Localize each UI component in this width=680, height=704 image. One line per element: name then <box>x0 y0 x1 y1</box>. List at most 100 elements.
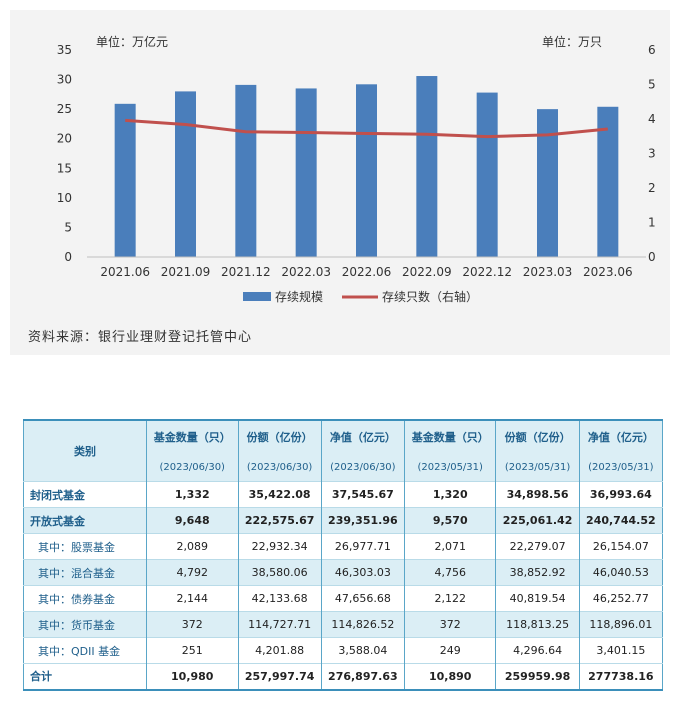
fund-table: 类别 基金数量（只） 份额（亿份） 净值（亿元） 基金数量（只） 份额（亿份） … <box>23 419 663 691</box>
table-row: 封闭式基金 1,332 35,422.08 37,545.67 1,320 34,898.… <box>23 481 663 508</box>
x-tick-label: 2021.06 <box>100 265 150 279</box>
x-axis: 2021.06 2021.09 2021.12 2022.03 2022.06 2022.… <box>87 256 646 279</box>
legend-bar-swatch <box>243 292 271 301</box>
header-col-label: 份额（亿份） <box>238 420 322 453</box>
row-category: 其中：股票基金 <box>23 533 147 560</box>
bar <box>114 103 136 257</box>
row-cell: 4,792 <box>146 559 239 586</box>
header-col-date: (2023/06/30) <box>146 453 239 482</box>
unit-right-label: 单位：万只 <box>542 34 602 49</box>
y-right-tick-label: 1 <box>648 216 656 230</box>
row-cell: 2,089 <box>146 533 239 560</box>
header-col-label: 份额（亿份） <box>495 420 580 453</box>
combo-chart: 单位：万亿元 单位：万只 0 5 10 15 20 25 30 35 0 1 2 3 4 5 6 2021… <box>57 34 656 304</box>
y-left-tick-label: 30 <box>57 73 72 87</box>
row-cell: 114,727.71 <box>238 611 322 638</box>
x-tick-label: 2022.09 <box>402 265 452 279</box>
row-cell: 372 <box>404 611 497 638</box>
y-left-tick-label: 20 <box>57 132 72 146</box>
row-cell: 225,061.42 <box>495 507 580 534</box>
y-axis-right: 0 1 2 3 4 5 6 <box>648 43 656 264</box>
row-cell: 47,656.68 <box>321 585 405 612</box>
y-axis-left: 0 5 10 15 20 25 30 35 <box>57 43 72 264</box>
bar <box>476 92 498 257</box>
bar <box>235 84 257 257</box>
header-col-date: (2023/06/30) <box>238 453 322 482</box>
row-cell: 4,201.88 <box>238 637 322 664</box>
row-cell: 10,890 <box>404 663 497 690</box>
line-series <box>125 118 608 139</box>
bar <box>597 106 619 257</box>
y-left-tick-label: 35 <box>57 43 72 57</box>
header-col-label: 基金数量（只） <box>404 420 497 453</box>
row-cell: 118,896.01 <box>579 611 663 638</box>
row-cell: 251 <box>146 637 239 664</box>
row-cell: 10,980 <box>146 663 239 690</box>
table-row: 开放式基金 9,648 222,575.67 239,351.96 9,570 225,0… <box>23 507 663 534</box>
x-tick-label: 2022.06 <box>342 265 392 279</box>
row-cell: 2,144 <box>146 585 239 612</box>
row-cell: 26,154.07 <box>592 540 649 553</box>
header-col-date: (2023/05/31) <box>579 453 663 482</box>
row-cell: 276,897.63 <box>321 663 405 690</box>
row-cell: 37,545.67 <box>321 481 405 508</box>
row-category: 其中：QDII 基金 <box>23 637 147 664</box>
table-row: 其中：混合基金 4,792 38,580.06 46,303.03 4,756 38,85… <box>23 559 663 586</box>
header-col-date: (2023/06/30) <box>321 453 405 482</box>
row-category: 开放式基金 <box>23 507 147 534</box>
x-tick-label: 2021.12 <box>221 265 271 279</box>
row-cell: 4,756 <box>404 559 497 586</box>
y-right-tick-label: 5 <box>648 78 656 92</box>
legend-bar-label: 存续规模 <box>275 289 323 304</box>
bar <box>416 76 438 257</box>
unit-left-label: 单位：万亿元 <box>96 34 168 49</box>
bar <box>295 88 317 257</box>
row-cell: 42,133.68 <box>238 585 322 612</box>
x-tick-label: 2021.09 <box>161 265 211 279</box>
row-cell: 240,744.52 <box>579 507 663 534</box>
y-right-tick-label: 4 <box>648 112 656 126</box>
bar-series <box>114 76 619 258</box>
row-cell: 22,279.07 <box>495 533 580 560</box>
row-cell: 4,296.64 <box>495 637 580 664</box>
row-cell: 46,303.03 <box>321 559 405 586</box>
table-row: 其中：货币基金 372 114,727.71 114,826.52 372 118,813… <box>23 611 663 638</box>
bar <box>175 91 196 258</box>
row-cell: 22,932.34 <box>238 533 322 560</box>
row-cell: 3,588.04 <box>321 637 405 664</box>
row-cell: 372 <box>146 611 239 638</box>
row-cell: 2,122 <box>404 585 497 612</box>
row-cell: 259959.98 <box>495 663 580 690</box>
header-col-date: (2023/05/31) <box>404 453 497 482</box>
row-cell: 114,826.52 <box>321 611 405 638</box>
row-cell: 36,993.64 <box>589 488 652 501</box>
table-body: 封闭式基金 1,332 35,422.08 37,545.67 1,320 34,898.… <box>23 481 663 690</box>
row-cell: 239,351.96 <box>321 507 405 534</box>
row-cell: 35,422.08 <box>238 481 322 508</box>
table-row: 其中：QDII 基金 251 4,201.88 3,588.04 249 4,296.64… <box>23 637 663 664</box>
row-cell: 2,071 <box>404 533 497 560</box>
x-tick-label: 2023.03 <box>523 265 573 279</box>
source-note: 资料来源：银行业理财登记托管中心 <box>28 330 253 345</box>
bar <box>356 84 377 257</box>
row-cell: 46,252.77 <box>592 592 649 605</box>
y-right-tick-label: 2 <box>648 181 656 195</box>
y-right-tick-label: 0 <box>648 250 656 264</box>
y-left-tick-label: 0 <box>64 250 72 264</box>
table-row: 其中：股票基金 2,089 22,932.34 26,977.71 2,071 22,27… <box>23 533 663 560</box>
y-left-tick-label: 10 <box>57 191 72 205</box>
row-cell: 1,320 <box>404 481 497 508</box>
row-cell: 34,898.56 <box>495 481 580 508</box>
header-category: 类别 <box>23 420 147 482</box>
row-cell: 222,575.67 <box>238 507 322 534</box>
row-cell: 3,401.15 <box>596 644 646 657</box>
bar <box>537 109 558 258</box>
legend: 存续规模 存续只数（右轴） <box>243 289 478 304</box>
y-right-tick-label: 6 <box>648 43 656 57</box>
table-row: 其中：债券基金 2,144 42,133.68 47,656.68 2,122 40,81… <box>23 585 663 612</box>
row-category: 合计 <box>23 663 147 690</box>
x-tick-label: 2023.06 <box>583 265 633 279</box>
fund-table-wrap: 类别 基金数量（只） 份额（亿份） 净值（亿元） 基金数量（只） 份额（亿份） … <box>23 419 663 693</box>
y-left-tick-label: 25 <box>57 102 72 116</box>
row-cell: 277738.16 <box>588 669 654 683</box>
